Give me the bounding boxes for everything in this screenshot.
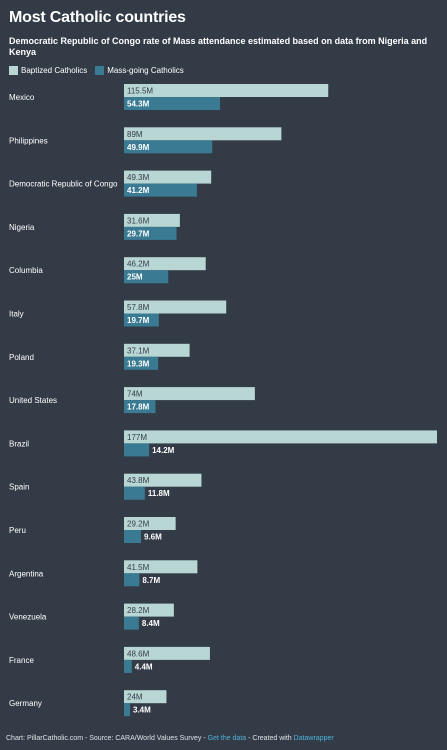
value-label-mass-going: 8.4M xyxy=(142,619,160,628)
value-label-mass-going: 41.2M xyxy=(127,186,150,195)
bar-mass-going xyxy=(124,400,156,414)
bar-baptized xyxy=(124,170,212,184)
value-label-baptized: 115.5M xyxy=(127,87,153,96)
value-label-mass-going: 11.8M xyxy=(148,489,170,498)
bar-baptized xyxy=(124,473,202,487)
bar-baptized xyxy=(124,646,210,660)
value-label-baptized: 48.6M xyxy=(127,649,150,658)
value-label-baptized: 43.8M xyxy=(127,476,150,485)
chart-title: Most Catholic countries xyxy=(9,9,186,26)
value-label-baptized: 57.8M xyxy=(127,303,150,312)
legend-swatch-mass xyxy=(95,66,105,75)
value-label-baptized: 28.2M xyxy=(127,606,150,615)
value-label-mass-going: 54.3M xyxy=(127,100,150,109)
value-label-mass-going: 49.9M xyxy=(127,143,150,152)
category-label: Argentina xyxy=(9,569,44,578)
bar-baptized xyxy=(124,430,437,444)
bar-baptized xyxy=(124,300,227,314)
footer-created: - Created with xyxy=(246,735,294,742)
legend-item-baptized: Baptized Catholics xyxy=(9,66,87,75)
category-label: Democratic Republic of Congo xyxy=(9,180,118,189)
bar-mass-going xyxy=(124,573,140,587)
value-label-mass-going: 17.8M xyxy=(127,403,150,412)
chart-subtitle: Democratic Republic of Congo rate of Mas… xyxy=(9,36,428,57)
footer-credit: Chart: PillarCatholic.com - Source: CARA… xyxy=(6,735,208,742)
bar-mass-going xyxy=(124,270,169,284)
value-label-baptized: 46.2M xyxy=(127,260,150,269)
bar-baptized xyxy=(124,213,180,227)
bar-mass-going xyxy=(124,659,132,673)
bar-baptized xyxy=(124,84,329,97)
value-label-baptized: 89M xyxy=(127,130,143,139)
bar-baptized xyxy=(124,690,167,704)
footer: Chart: PillarCatholic.com - Source: CARA… xyxy=(6,735,334,742)
get-data-link[interactable]: Get the data xyxy=(207,735,247,742)
bar-baptized xyxy=(124,343,190,357)
value-label-baptized: 29.2M xyxy=(127,520,150,529)
value-label-baptized: 74M xyxy=(127,390,143,399)
value-label-baptized: 31.6M xyxy=(127,216,150,225)
category-label: Venezuela xyxy=(9,613,47,622)
legend-item-mass: Mass-going Catholics xyxy=(95,66,184,75)
value-label-baptized: 41.5M xyxy=(127,563,150,572)
value-label-mass-going: 25M xyxy=(127,273,143,282)
bar-mass-going xyxy=(124,486,145,500)
category-label: Brazil xyxy=(9,439,29,448)
value-label-baptized: 24M xyxy=(127,693,143,702)
category-label: United States xyxy=(9,396,57,405)
legend-label-baptized: Baptized Catholics xyxy=(21,66,88,75)
bar-mass-going xyxy=(124,140,213,154)
category-label: Columbia xyxy=(9,266,43,275)
value-label-mass-going: 9.6M xyxy=(144,533,162,542)
category-label: Italy xyxy=(9,310,24,319)
category-label: Spain xyxy=(9,483,29,492)
value-label-mass-going: 19.3M xyxy=(127,359,150,368)
bar-baptized xyxy=(124,517,176,530)
bar-baptized xyxy=(124,257,206,271)
bar-baptized xyxy=(124,560,198,574)
bar-mass-going xyxy=(124,703,131,717)
value-label-mass-going: 8.7M xyxy=(142,576,160,585)
bar-mass-going xyxy=(124,356,159,370)
category-label: Mexico xyxy=(9,93,35,102)
value-label-baptized: 37.1M xyxy=(127,346,150,355)
bar-baptized xyxy=(124,127,282,141)
datawrapper-link[interactable]: Datawrapper xyxy=(293,735,334,742)
category-label: Nigeria xyxy=(9,223,35,232)
bar-mass-going xyxy=(124,443,150,457)
category-label: France xyxy=(9,656,34,665)
value-label-mass-going: 14.2M xyxy=(152,446,175,455)
value-label-mass-going: 3.4M xyxy=(133,706,151,715)
value-label-mass-going: 4.4M xyxy=(135,662,153,671)
bar-baptized xyxy=(124,387,255,401)
value-label-baptized: 49.3M xyxy=(127,173,150,182)
category-label: Poland xyxy=(9,353,34,362)
legend: Baptized Catholics Mass-going Catholics xyxy=(9,66,184,75)
legend-swatch-baptized xyxy=(9,66,18,75)
bar-mass-going xyxy=(124,97,221,110)
bar-mass-going xyxy=(124,183,197,197)
legend-label-mass: Mass-going Catholics xyxy=(107,66,184,75)
category-label: Peru xyxy=(9,526,26,535)
bar-mass-going xyxy=(124,226,177,240)
bar-mass-going xyxy=(124,313,159,327)
bar-mass-going xyxy=(124,530,141,543)
category-label: Germany xyxy=(9,699,42,708)
bar-chart: Mexico 115.5M 54.3M Philippines 89M 49.9M Demo… xyxy=(9,84,437,717)
bar-baptized xyxy=(124,603,174,617)
category-label: Philippines xyxy=(9,136,48,145)
bar-mass-going xyxy=(124,616,139,630)
value-label-mass-going: 29.7M xyxy=(127,229,150,238)
value-label-mass-going: 19.7M xyxy=(127,316,150,325)
value-label-baptized: 177M xyxy=(127,433,147,442)
